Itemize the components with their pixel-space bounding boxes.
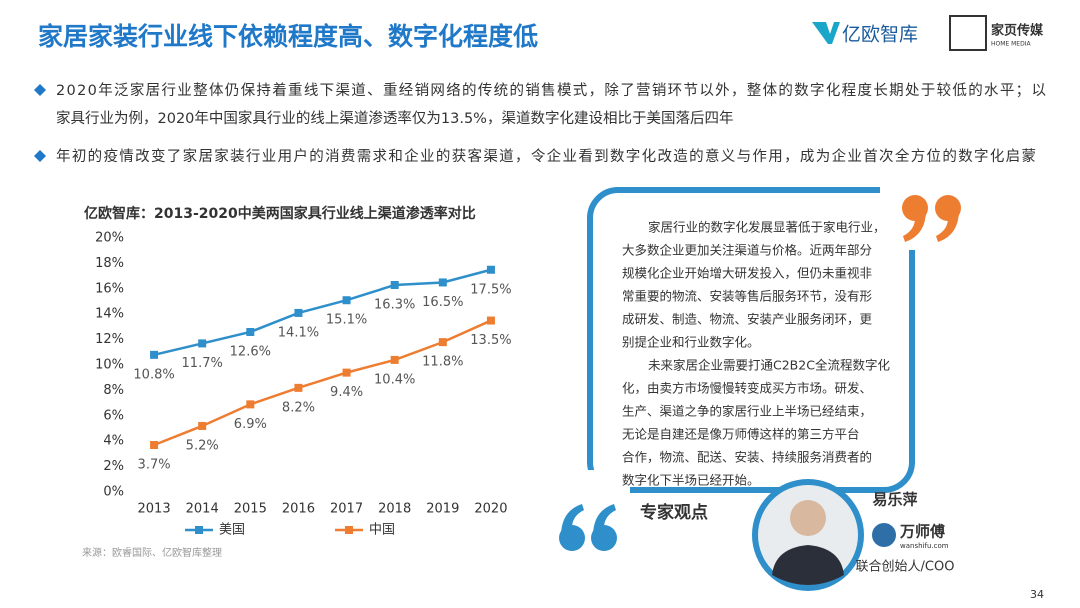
data-label: 10.4% [374,372,415,387]
data-label: 13.5% [470,333,511,348]
y-tick-label: 14% [95,307,124,322]
point [390,355,399,364]
y-tick-label: 8% [103,383,124,398]
point [150,350,159,359]
logo-text: 家页传媒 [991,23,1044,39]
quote-line: 家居行业的数字化发展显著低于家电行业， [648,220,886,235]
expert-name: 易乐萍 [872,491,917,509]
data-label: 6.9% [234,417,267,432]
photo-body [772,545,844,585]
x-tick-label: 2015 [234,502,267,517]
legend-label: 中国 [369,523,395,538]
point [342,368,351,377]
quote-label: 专家观点 [640,502,708,523]
legend-label: 美国 [219,523,245,538]
y-tick-label: 18% [95,256,124,271]
x-tick-label: 2020 [474,502,507,517]
point [294,308,303,317]
quote-line: 成研发、制造、物流、安装产业服务闭环，更 [622,312,873,327]
quote-line: 未来家居企业需要打通C2B2C全流程数字化 [648,358,890,373]
point [246,400,255,409]
quote-line: 规模化企业开始增大研发投入，但仍未重视非 [622,266,872,281]
point [294,383,303,392]
quote-box [587,187,915,493]
x-tick-label: 2017 [330,502,363,517]
quote-line: 无论是自建还是像万师傅这样的第三方平台 [622,427,860,442]
y-tick-label: 6% [103,408,124,423]
y-tick-label: 2% [103,459,124,474]
bullet-text: 2020年泛家居行业整体仍保持着重线下渠道、重经销网络的传统的销售模式，除了营销… [56,81,1046,99]
x-tick-label: 2013 [138,502,171,517]
data-label: 16.3% [374,297,415,312]
point [486,265,495,274]
legend-marker [195,526,203,534]
data-label: 8.2% [282,400,315,415]
photo-face [790,500,826,536]
data-label: 11.8% [422,355,463,370]
quote-line: 数字化下半场已经开始。 [622,473,760,488]
data-label: 15.1% [326,313,367,328]
company-icon [872,523,896,547]
quote-line: 别提企业和行业数字化。 [622,335,760,350]
data-label: 10.8% [133,367,174,382]
logo-icon [812,22,840,44]
y-tick-label: 16% [95,281,124,296]
data-label: 16.5% [422,295,463,310]
point [438,338,447,347]
data-label: 17.5% [470,282,511,297]
data-label: 9.4% [330,385,363,400]
x-tick-label: 2019 [426,502,459,517]
data-label: 11.7% [182,356,223,371]
point [342,296,351,305]
point [390,280,399,289]
quote-line: 大多数企业更加关注渠道与价格。近两年部分 [622,243,872,258]
y-tick-label: 10% [95,358,124,373]
quote-line: 生产、渠道之争的家居行业上半场已经结束， [622,404,872,419]
source: 来源：欧睿国际、亿欧智库整理 [82,546,222,559]
quote-mark [902,195,961,242]
point [486,316,495,325]
point [246,327,255,336]
company-url: wanshifu.com [900,542,949,550]
logo-text: 亿欧智库 [842,24,918,46]
bullet-icon [34,150,46,162]
bullet-icon [34,84,46,96]
quote-line: 常重要的物流、安装等售后服务环节，没有形 [622,289,873,304]
point [198,339,207,348]
y-tick-label: 0% [103,485,124,500]
quote-mark [559,504,617,551]
chart-title: 亿欧智库：2013-2020中美两国家具行业线上渠道渗透率对比 [84,205,476,222]
data-label: 3.7% [138,458,171,473]
x-tick-label: 2016 [282,502,315,517]
point [198,421,207,430]
expert-role: 联合创始人/COO [856,560,955,575]
point [150,441,159,450]
logo-icon [949,15,987,51]
bullet-text: 年初的疫情改变了家居家装行业用户的消费需求和企业的获客渠道，令企业看到数字化改造… [56,147,1036,165]
series-line [153,268,492,357]
slide-title: 家居家装行业线下依赖程度高、数字化程度低 [38,22,538,51]
quote-line: 化，由卖方市场慢慢转变成买方市场。研发、 [622,381,872,396]
y-tick-label: 20% [95,231,124,246]
x-tick-label: 2014 [186,502,219,517]
bullet-text: 家具行业为例，2020年中国家具行业的线上渠道渗透率仅为13.5%，渠道数字化建… [56,110,733,127]
x-tick-label: 2018 [378,502,411,517]
data-label: 12.6% [230,344,271,359]
quote-line: 合作，物流、配送、安装、持续服务消费者的 [622,450,872,465]
data-label: 14.1% [278,325,319,340]
logo-subtext: HOME MEDIA [991,41,1031,48]
company-name: 万师傅 [899,523,945,541]
series-line [153,319,492,447]
point [438,278,447,287]
y-tick-label: 12% [95,332,124,347]
page-number: 34 [1030,588,1044,601]
y-tick-label: 4% [103,434,124,449]
legend-marker [345,526,353,534]
data-label: 5.2% [186,438,219,453]
